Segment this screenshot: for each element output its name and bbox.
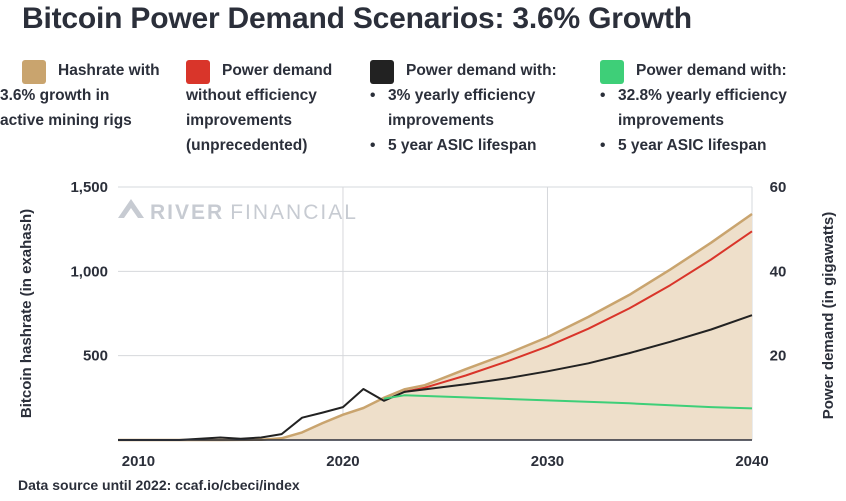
legend-text: (unprecedented) <box>186 137 308 154</box>
y-left-tick-label: 1,500 <box>70 179 108 196</box>
watermark-text: RIVER FINANCIAL <box>150 201 358 224</box>
series-line-222222 <box>118 314 753 441</box>
y-left-tick-label: 500 <box>83 348 108 365</box>
x-tick-label: 2040 <box>735 453 768 470</box>
legend-item-power-no-efficiency: Power demand without efficiency improvemen… <box>186 58 332 158</box>
y-right-axis-title: Power demand (in gigawatts) <box>820 212 837 420</box>
legend-text: Power demand with: <box>406 62 557 79</box>
series-area-hashrate <box>118 214 752 440</box>
y-right-tick-label: 60 <box>770 179 787 196</box>
legend-bullet-text: • 3% yearly efficiency <box>370 87 536 104</box>
legend-bullet-text: improvements <box>388 112 494 129</box>
legend-text: 3.6% growth in <box>0 87 110 104</box>
river-logo-icon <box>118 199 144 218</box>
legend-swatch <box>22 60 46 84</box>
x-tick-label: 2030 <box>531 453 564 470</box>
legend-bullet-text: improvements <box>618 112 724 129</box>
y-left-axis-title: Bitcoin hashrate (in exahash) <box>18 209 35 418</box>
y-right-tick-label: 40 <box>770 263 787 280</box>
legend-text: without efficiency <box>186 87 317 104</box>
legend-item-hashrate: Hashrate with 3.6% growth in active mining… <box>0 58 160 133</box>
legend-bullet-text: • 5 year ASIC lifespan <box>370 137 537 154</box>
legend-text: Power demand with: <box>636 62 787 79</box>
legend-bullet-text: • 32.8% yearly efficiency <box>600 87 787 104</box>
series-line-3ecf78 <box>383 394 753 410</box>
legend-text: Hashrate with <box>58 62 160 79</box>
legend-item-power-3pct: Power demand with: • 3% yearly efficiency i… <box>370 58 557 158</box>
chart-title: Bitcoin Power Demand Scenarios: 3.6% Gro… <box>22 2 692 35</box>
y-right-tick-label: 20 <box>770 348 787 365</box>
legend-text: improvements <box>186 112 292 129</box>
data-source-note: Data source until 2022: ccaf.io/cbeci/in… <box>18 477 300 493</box>
watermark: RIVER FINANCIAL <box>118 199 358 224</box>
legend-item-power-32pct: Power demand with: • 32.8% yearly efficien… <box>600 58 787 158</box>
legend-text: active mining rigs <box>0 112 132 129</box>
x-tick-label: 2020 <box>326 453 359 470</box>
legend-swatch <box>600 60 624 84</box>
y-left-tick-label: 1,000 <box>70 263 108 280</box>
series-line-d9352a <box>404 230 753 393</box>
legend-swatch <box>186 60 210 84</box>
legend-swatch <box>370 60 394 84</box>
legend-bullet-text: • 5 year ASIC lifespan <box>600 137 767 154</box>
x-tick-label: 2010 <box>122 453 155 470</box>
legend-text: Power demand <box>222 62 333 79</box>
